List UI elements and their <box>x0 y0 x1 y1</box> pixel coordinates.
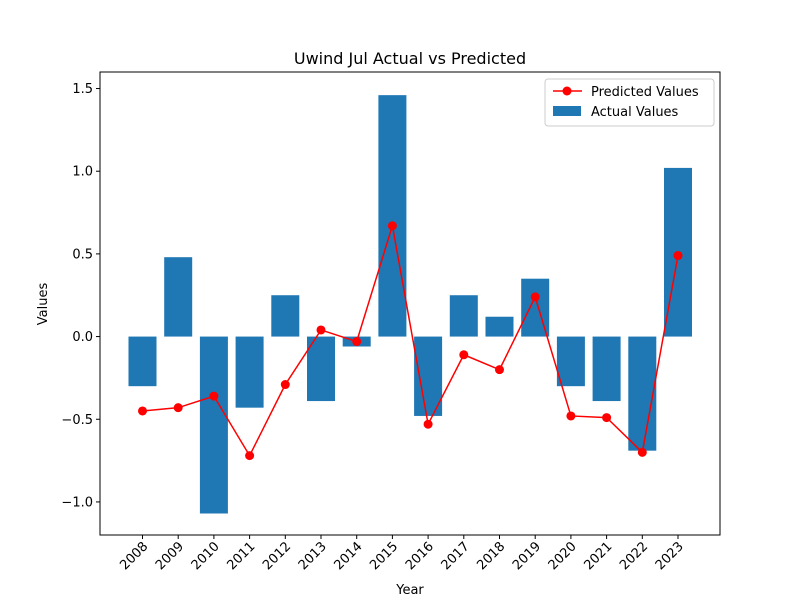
bar-actual-2018 <box>485 316 514 337</box>
bar-actual-2012 <box>271 295 300 337</box>
point-predicted-2023 <box>673 251 683 261</box>
y-tick-label: 0.5 <box>72 247 93 262</box>
bar-actual-2013 <box>307 336 335 402</box>
legend-actual-label: Actual Values <box>591 105 679 120</box>
y-axis: −1.0 −0.5 0.0 0.5 1.0 1.5 <box>61 82 100 510</box>
y-axis-label: Values <box>36 283 51 326</box>
y-tick-label: −1.0 <box>61 495 93 510</box>
predicted-line <box>142 225 679 458</box>
legend: Predicted Values Actual Values <box>544 78 715 127</box>
y-tick-label: 1.5 <box>72 82 93 97</box>
point-predicted-2013 <box>316 325 326 335</box>
legend-predicted-label: Predicted Values <box>591 85 699 100</box>
y-tick-label: 1.0 <box>72 165 93 180</box>
y-tick-label: 0.0 <box>72 330 93 345</box>
point-predicted-2009 <box>173 403 183 413</box>
point-predicted-2015 <box>387 221 397 231</box>
point-predicted-2011 <box>245 451 255 461</box>
bar-actual-2022 <box>628 336 657 451</box>
point-predicted-2012 <box>280 380 290 390</box>
bar-actual-2020 <box>556 336 585 387</box>
point-predicted-2022 <box>637 447 647 457</box>
point-predicted-2021 <box>602 413 612 423</box>
bar-actual-2009 <box>164 257 193 337</box>
bar-actual-2015 <box>378 95 407 337</box>
legend-actual-bar-sample <box>553 106 581 116</box>
point-predicted-2020 <box>566 411 576 421</box>
y-tick-label: −0.5 <box>61 413 93 428</box>
bar-actual-2017 <box>449 295 478 337</box>
bar-actual-2008 <box>128 336 157 387</box>
legend-box <box>544 78 715 127</box>
point-predicted-2008 <box>138 406 147 416</box>
point-predicted-2010 <box>209 391 219 401</box>
point-predicted-2018 <box>495 365 504 375</box>
point-predicted-2016 <box>423 419 433 429</box>
x-axis-label: Year <box>395 583 424 598</box>
point-predicted-2019 <box>530 292 540 302</box>
chart-title: Uwind Jul Actual vs Predicted <box>294 49 526 68</box>
axes-frame <box>99 71 721 536</box>
point-predicted-2014 <box>352 337 362 347</box>
bar-actual-2010 <box>199 336 228 514</box>
legend-predicted-marker-sample <box>562 86 572 96</box>
plot-area <box>128 95 692 514</box>
bar-actual-2011 <box>235 336 264 408</box>
bar-actual-2021 <box>592 336 621 402</box>
point-predicted-2017 <box>459 350 469 360</box>
